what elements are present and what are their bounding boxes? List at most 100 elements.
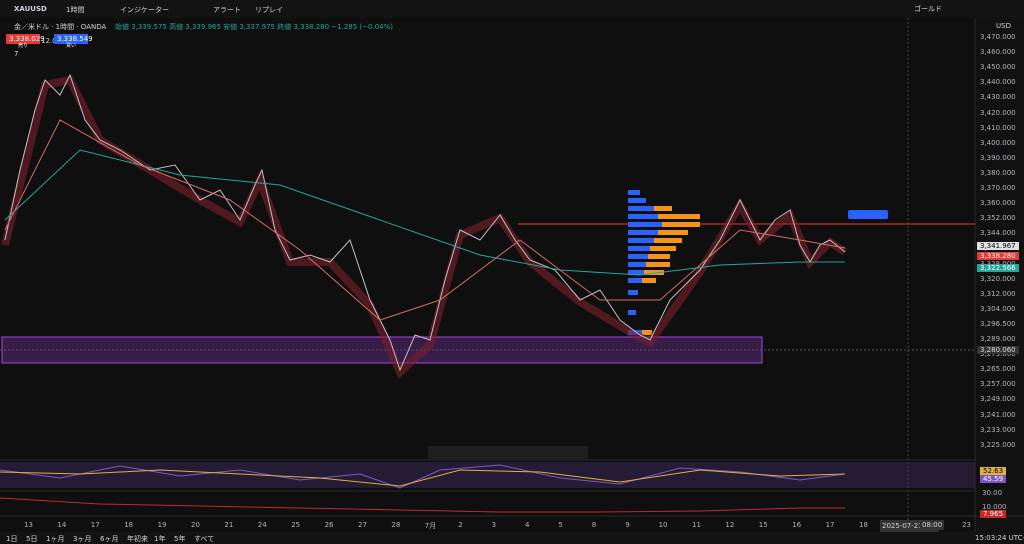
time-label: 7月 (424, 522, 437, 530)
clock: 15:03:24 UTC+9 (975, 534, 1024, 542)
price-label: 3,320.000 (980, 274, 1016, 283)
top-bar (0, 0, 1024, 18)
time-label: 17 (90, 521, 100, 529)
moving-average (4, 149, 845, 276)
range-button[interactable]: 5年 (174, 535, 186, 543)
range-button[interactable]: 1ヶ月 (46, 535, 65, 543)
price-marker: 3,341.967 (977, 242, 1019, 250)
price-marker: 3,280.060 (977, 346, 1019, 354)
time-label: 24 (257, 521, 267, 529)
price-label: 3,289.000 (980, 335, 1016, 343)
time-label: 28 (391, 521, 401, 529)
price-label: 3,241.000 (980, 410, 1016, 419)
price-axis-bg (975, 18, 1024, 532)
price-label: 3,470.000 (980, 33, 1016, 41)
toolbar-item[interactable]: リプレイ (255, 6, 283, 14)
sell-label: 売り (18, 43, 29, 49)
price-label: 3,380.000 (980, 168, 1016, 177)
rsi-value: 52.63 (980, 467, 1007, 475)
time-label: 9 (625, 521, 630, 529)
price-label: 3,312.000 (980, 289, 1016, 298)
time-label: 4 (525, 521, 530, 529)
range-button[interactable]: 3ヶ月 (73, 535, 92, 543)
price-label: 3,273.000 (980, 350, 1016, 359)
indicator-value: 7.965 (980, 510, 1007, 518)
price-label: 3,225.000 (980, 440, 1016, 449)
range-button[interactable]: 5日 (26, 535, 38, 543)
legend-toggle[interactable]: 7 (14, 50, 19, 58)
time-label: 8 (591, 521, 597, 529)
time-label: 11 (692, 521, 701, 529)
time-label: 19 (157, 521, 167, 529)
legend-ohlc: 始値 3,339.575 高値 3,339.965 安値 3,337.975 終… (115, 23, 393, 31)
lower-indicator (0, 497, 845, 513)
buy-price[interactable]: 3,338.549 (54, 34, 93, 44)
time-label: 21 (224, 521, 234, 529)
legend-title: 金／米ドル · 1時間 · OANDA (14, 23, 107, 31)
time-label: 13 (24, 521, 33, 529)
indicator-axis: 30.00 (982, 489, 1003, 497)
time-label: 17 (825, 521, 835, 529)
price-label: 3,233.000 (980, 425, 1016, 434)
price-label: 3,328.000 (980, 260, 1016, 268)
time-label: 18 (124, 521, 134, 529)
symbol[interactable]: XAUUSD (14, 5, 47, 13)
interval[interactable]: 1時間 (66, 6, 85, 14)
sell-price[interactable]: 3,338.029 (6, 34, 45, 44)
time-label: 16 (792, 521, 802, 529)
price-label: 3,265.000 (980, 365, 1016, 374)
bottom-bar (0, 532, 1024, 544)
range-button[interactable]: 1年 (154, 535, 166, 543)
toolbar-item[interactable]: アラート (213, 6, 241, 14)
time-label: 18 (859, 521, 868, 529)
price-series (4, 73, 846, 372)
spread: 12.0 (41, 37, 57, 45)
toolbar-item[interactable]: ゴールド (914, 5, 942, 13)
time-label: 26 (324, 521, 334, 529)
range-button[interactable]: 年初来 (127, 535, 148, 543)
time-label: 5 (558, 521, 563, 529)
price-label: 3,390.000 (980, 153, 1016, 162)
range-button[interactable]: すべて (194, 535, 215, 543)
volume-profile (628, 190, 700, 335)
price-marker: 3,338.280 (977, 252, 1019, 260)
price-label: 3,410.000 (980, 123, 1016, 132)
time-label: 3 (491, 521, 497, 529)
price-label: 3,430.000 (980, 93, 1016, 102)
price-label: 3,370.000 (980, 184, 1016, 192)
rsi-ma (0, 469, 846, 487)
price-label: 3,450.000 (980, 63, 1016, 72)
price-label: 3,296.500 (980, 319, 1016, 328)
cursor-time: 08:00 (920, 520, 945, 530)
alert-tag[interactable] (848, 210, 888, 219)
time-label: 20 (191, 521, 200, 529)
price-label: 3,400.000 (980, 138, 1016, 147)
price-label: 3,352.000 (980, 214, 1016, 223)
indicator-axis: 10.000 (982, 503, 1007, 511)
rsi-value: 45.59 (980, 475, 1007, 483)
time-label: 27 (358, 521, 367, 529)
range-button[interactable]: 1日 (6, 535, 18, 543)
price-label: 3,344.000 (980, 229, 1016, 238)
time-label: 15 (758, 521, 768, 529)
price-label: 3,420.000 (980, 108, 1016, 117)
price-label: 3,304.000 (980, 304, 1016, 313)
price-marker: 3,322.566 (977, 264, 1019, 272)
price-label: 3,360.000 (980, 199, 1016, 208)
range-button[interactable]: 6ヶ月 (100, 535, 119, 543)
price-label: 3,249.000 (980, 395, 1016, 404)
drawing-toolbar[interactable] (428, 446, 588, 460)
time-label: 2 (458, 521, 463, 529)
currency[interactable]: USD (996, 22, 1011, 30)
buy-label: 買い (66, 43, 77, 49)
time-label: 14 (57, 521, 67, 529)
time-label: 12 (725, 521, 735, 529)
cloud (1, 75, 848, 379)
toolbar-item[interactable]: インジケーター (120, 6, 169, 14)
price-label: 3,460.000 (980, 48, 1016, 57)
price-label: 3,440.000 (980, 78, 1016, 87)
time-label: 25 (291, 521, 301, 529)
time-label: 10 (658, 521, 668, 529)
